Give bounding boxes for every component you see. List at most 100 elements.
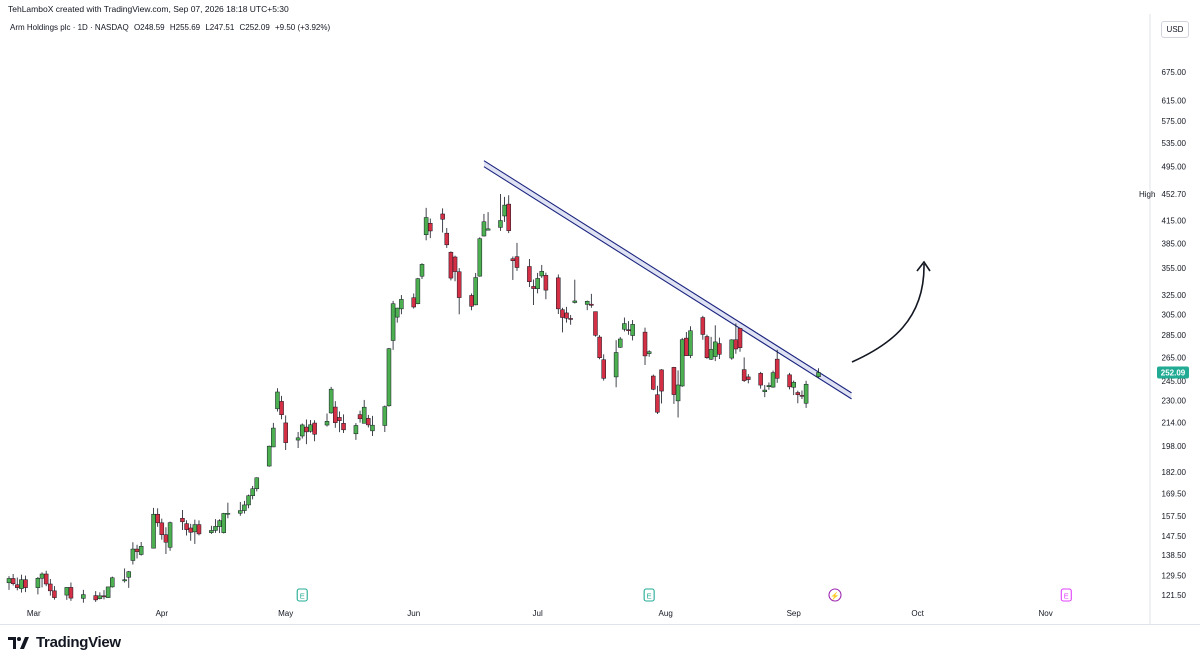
candle[interactable]: [48, 578, 53, 596]
candle[interactable]: [758, 371, 763, 389]
candle[interactable]: [651, 374, 656, 391]
candle[interactable]: [353, 423, 359, 440]
candle[interactable]: [192, 519, 198, 544]
candle[interactable]: [601, 354, 606, 381]
candle[interactable]: [708, 336, 714, 361]
candle[interactable]: [159, 518, 165, 540]
candle[interactable]: [473, 272, 478, 306]
candle[interactable]: [130, 542, 136, 565]
candle[interactable]: [209, 525, 214, 534]
candle[interactable]: [444, 227, 450, 248]
candle[interactable]: [712, 325, 718, 362]
candle[interactable]: [589, 293, 594, 308]
candle[interactable]: [167, 521, 173, 551]
candle[interactable]: [122, 568, 127, 583]
candle[interactable]: [304, 419, 309, 445]
candle[interactable]: [543, 272, 549, 300]
candle[interactable]: [19, 574, 24, 593]
candle[interactable]: [514, 242, 520, 271]
candle[interactable]: [770, 370, 776, 388]
candle[interactable]: [556, 274, 561, 315]
candle[interactable]: [527, 258, 532, 287]
candle[interactable]: [399, 295, 404, 315]
candle[interactable]: [295, 432, 301, 449]
candle[interactable]: [221, 512, 227, 534]
candle[interactable]: [440, 208, 445, 233]
candle[interactable]: [415, 277, 421, 305]
candle[interactable]: [502, 196, 507, 222]
candle[interactable]: [704, 334, 710, 359]
candle[interactable]: [308, 420, 313, 433]
candle[interactable]: [531, 279, 536, 305]
candle[interactable]: [655, 385, 660, 415]
candle[interactable]: [622, 317, 627, 332]
candle[interactable]: [684, 332, 689, 356]
candle[interactable]: [271, 422, 276, 448]
candle[interactable]: [225, 502, 231, 519]
candle[interactable]: [564, 306, 569, 323]
candle[interactable]: [97, 592, 103, 600]
currency-button[interactable]: USD: [1161, 21, 1189, 38]
candle[interactable]: [64, 587, 70, 600]
candle[interactable]: [217, 519, 222, 534]
candle[interactable]: [196, 520, 202, 536]
earnings-marker[interactable]: [296, 588, 308, 602]
candle[interactable]: [52, 586, 57, 600]
candle[interactable]: [626, 321, 631, 335]
candle[interactable]: [506, 195, 511, 234]
candle[interactable]: [477, 237, 483, 277]
candle[interactable]: [729, 339, 734, 360]
candle[interactable]: [246, 494, 251, 509]
candle[interactable]: [787, 372, 792, 390]
candle[interactable]: [646, 350, 652, 357]
candle[interactable]: [617, 337, 623, 348]
candle[interactable]: [382, 405, 388, 433]
candle[interactable]: [762, 384, 768, 398]
candle[interactable]: [539, 264, 545, 278]
candle[interactable]: [105, 586, 111, 598]
candle[interactable]: [659, 369, 664, 404]
trendline-upper[interactable]: [483, 160, 852, 394]
earnings-marker[interactable]: [643, 588, 655, 602]
candle[interactable]: [630, 320, 635, 341]
candle[interactable]: [510, 256, 516, 280]
candle[interactable]: [188, 523, 193, 541]
candle[interactable]: [774, 349, 780, 383]
candle[interactable]: [328, 386, 334, 414]
candle[interactable]: [688, 326, 693, 359]
candle[interactable]: [35, 577, 41, 595]
candle[interactable]: [250, 485, 255, 500]
candle[interactable]: [10, 573, 16, 586]
candle[interactable]: [816, 368, 821, 379]
candle[interactable]: [39, 572, 45, 588]
candle[interactable]: [151, 507, 156, 549]
candle[interactable]: [93, 591, 98, 602]
candle[interactable]: [213, 519, 218, 533]
candle[interactable]: [700, 315, 706, 340]
candle[interactable]: [448, 251, 454, 281]
candle[interactable]: [411, 293, 416, 309]
candle[interactable]: [43, 570, 49, 587]
candle[interactable]: [81, 589, 86, 603]
candle[interactable]: [126, 570, 132, 588]
candle[interactable]: [584, 300, 590, 311]
candle[interactable]: [741, 357, 747, 382]
candle[interactable]: [361, 399, 367, 424]
candle[interactable]: [498, 193, 503, 231]
candle[interactable]: [337, 411, 342, 433]
candle[interactable]: [593, 311, 598, 337]
candle[interactable]: [333, 401, 338, 428]
candle[interactable]: [242, 500, 247, 514]
candle[interactable]: [766, 382, 772, 390]
candle[interactable]: [275, 388, 280, 412]
symbol-name[interactable]: Arm Holdings plc · 1D · NASDAQ: [10, 23, 129, 32]
candle[interactable]: [613, 340, 619, 388]
candle[interactable]: [419, 263, 425, 279]
candle[interactable]: [299, 423, 305, 439]
candle[interactable]: [15, 577, 20, 591]
candle[interactable]: [679, 337, 685, 387]
candle[interactable]: [469, 293, 474, 311]
candle[interactable]: [803, 380, 809, 408]
candle[interactable]: [366, 414, 371, 428]
candle[interactable]: [341, 414, 346, 434]
